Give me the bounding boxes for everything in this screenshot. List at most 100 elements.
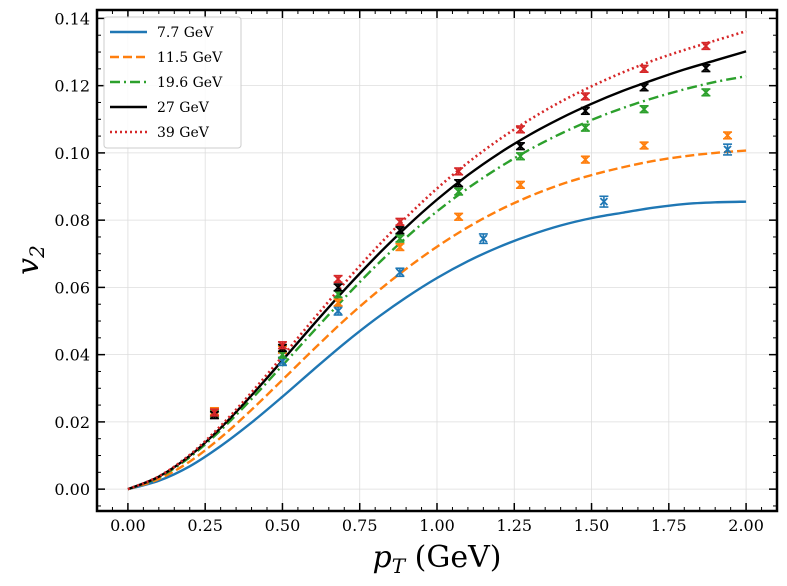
marker-x [454,187,463,196]
marker-x [333,283,343,292]
data-point [333,306,343,316]
data-point [395,226,405,235]
series-curve-1 [127,149,747,491]
marker-x [516,180,525,189]
data-point [639,105,649,114]
marker-x [454,167,463,176]
series-curve-4 [127,29,747,491]
marker-x [701,88,711,97]
data-point [395,267,405,278]
legend-label-2: 19.6 GeV [157,75,223,91]
data-point [580,123,590,132]
legend: 7.7 GeV 11.5 GeV 19.6 GeV 27 GeV 39 GeV [103,16,242,149]
data-point [333,274,343,284]
x-tick-label: 1.50 [574,516,610,535]
marker-x [581,92,590,101]
legend-label-4: 39 GeV [157,125,210,141]
marker-x [516,142,525,151]
data-point [639,83,649,92]
marker-x [723,145,732,154]
marker-x [581,106,590,116]
data-point [701,41,711,51]
data-point [599,195,609,208]
data-point [209,408,219,417]
data-point [333,283,343,292]
marker-x [639,64,649,73]
marker-x [333,306,343,316]
data-point [701,64,711,73]
series-curve-0 [127,200,747,491]
x-tick-label: 1.25 [496,516,532,535]
marker-x [395,226,405,235]
marker-x [479,234,488,243]
y-tick-label: 0.10 [54,144,90,163]
y-axis-title: v2 [11,245,49,275]
data-point [395,242,405,252]
y-tick-label: 0.06 [54,278,90,297]
data-points [209,41,733,420]
y-tick-label: 0.14 [54,9,90,28]
data-point [515,180,525,190]
data-point [395,217,405,226]
marker-x [395,268,405,277]
marker-x [278,350,287,359]
y-tick-label: 0.00 [54,480,90,499]
marker-x [333,289,343,299]
marker-x [639,141,649,150]
marker-x [516,152,525,161]
data-point [478,233,488,245]
data-point [454,167,464,176]
marker-x [723,131,732,140]
marker-x [516,125,525,134]
data-point [395,234,405,243]
x-tick-label: 0.75 [342,516,378,535]
data-point [515,142,525,151]
marker-x [454,212,463,221]
data-point [277,350,287,359]
data-point [701,88,711,97]
data-point [333,298,343,307]
data-point [639,64,649,74]
data-point [639,141,649,150]
x-tick-label: 0.50 [265,516,301,535]
data-point [454,179,464,188]
marker-x [639,83,649,92]
y-tick-label: 0.08 [54,211,90,230]
data-point [515,125,525,134]
data-point [723,131,733,140]
marker-x [581,155,590,164]
y-tick-label: 0.12 [54,77,90,96]
data-point [333,289,343,299]
data-point [580,155,590,164]
x-tick-label: 0.25 [187,516,223,535]
data-point [580,106,590,116]
data-point [723,143,733,156]
marker-x [278,341,287,350]
marker-x [333,274,343,284]
data-point [454,212,464,221]
y-tick-label: 0.02 [54,413,90,432]
series-curve-2 [127,75,747,491]
marker-x [395,234,405,243]
legend-label-3: 27 GeV [157,100,210,116]
marker-x [701,64,711,73]
data-point [580,92,590,101]
data-point [454,187,464,196]
marker-x [639,105,649,114]
x-axis-title: pT (GeV) [373,540,502,578]
x-tick-label: 1.75 [651,516,687,535]
marker-x [599,197,609,206]
marker-x [454,179,463,188]
marker-x [278,357,287,366]
legend-box [103,16,242,149]
data-point [515,152,525,161]
legend-label-1: 11.5 GeV [157,50,223,66]
legend-label-0: 7.7 GeV [157,25,214,41]
marker-x [395,242,405,252]
axis-ticks: 0.00 0.25 0.50 0.75 1.00 1.25 1.50 1.75 2.00 0.00… [54,9,777,535]
marker-x [581,123,590,132]
marker-x [395,217,405,226]
x-tick-label: 0.00 [110,516,146,535]
y-tick-label: 0.04 [54,346,90,365]
